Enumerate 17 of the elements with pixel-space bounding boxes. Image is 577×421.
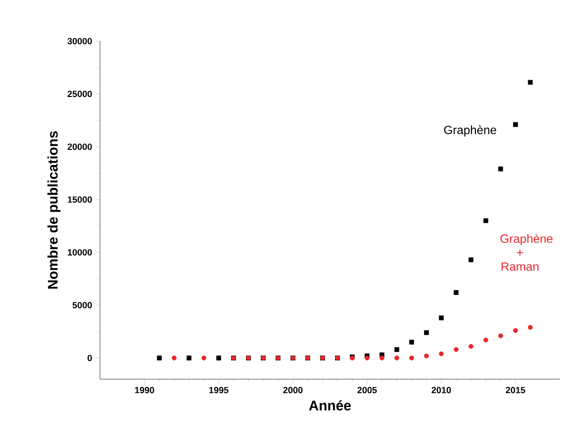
x-tick-label: 2005 [357, 386, 377, 394]
x-tick-label: 2010 [432, 386, 451, 394]
y-tick-label: 20000 [68, 144, 92, 150]
y-tick-label: 30000 [68, 38, 92, 44]
y-tick-label: 0 [88, 354, 92, 362]
x-tick-label: 2015 [506, 386, 526, 394]
y-axis-title: Nombre de publications [47, 131, 60, 289]
y-tick-label: 10000 [68, 249, 92, 256]
y-tick-label: 15000 [68, 196, 92, 203]
x-tick-label: 1990 [135, 386, 154, 394]
x-tick-label: 2000 [283, 386, 303, 394]
series-label: Graphène [444, 125, 496, 137]
y-tick-label: 5000 [72, 302, 92, 308]
x-axis-title: Année [309, 400, 351, 410]
text: Graphène + Raman [500, 234, 553, 271]
x-tick-label: 1995 [209, 386, 228, 394]
y-tick-label: 25000 [68, 90, 92, 98]
